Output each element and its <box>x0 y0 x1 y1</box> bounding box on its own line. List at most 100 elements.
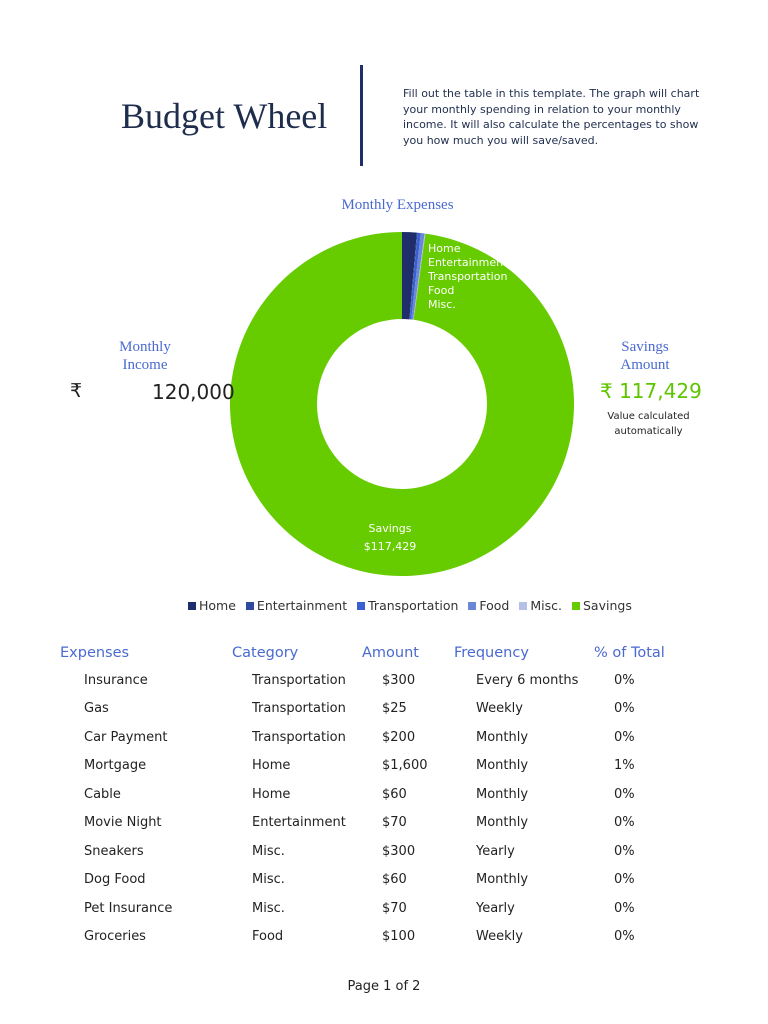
column-header: Category <box>232 645 299 661</box>
legend-swatch <box>519 602 528 610</box>
legend-item: Food <box>468 598 509 613</box>
column-header: Amount <box>362 645 419 661</box>
table-cell[interactable]: Cable <box>84 786 121 802</box>
income-label: Monthly Income <box>119 339 171 373</box>
legend-item: Misc. <box>519 598 562 613</box>
data-label: Food <box>428 284 454 297</box>
table-cell[interactable]: Misc. <box>252 900 285 916</box>
table-cell[interactable]: $100 <box>382 929 416 945</box>
table-cell[interactable]: Weekly <box>476 929 523 945</box>
table-cell[interactable]: $300 <box>382 672 416 688</box>
table-cell[interactable]: Home <box>252 786 291 802</box>
table-cell[interactable]: 0% <box>614 786 635 802</box>
table-cell[interactable]: Pet Insurance <box>84 900 173 916</box>
donut-chart: HomeEntertainmentTransportationFoodMisc.… <box>230 232 575 576</box>
table-cell[interactable]: Mortgage <box>84 758 147 774</box>
table-cell[interactable]: Sneakers <box>84 843 144 859</box>
savings-label: Savings Amount <box>620 339 670 373</box>
table-cell[interactable]: 0% <box>614 701 635 717</box>
legend-item: Entertainment <box>245 598 348 613</box>
table-cell[interactable]: Monthly <box>476 872 529 888</box>
table-cell[interactable]: $70 <box>382 815 407 831</box>
table-cell[interactable]: Transportation <box>252 701 346 717</box>
slice-savings <box>230 232 575 576</box>
slice-transportation <box>409 232 421 320</box>
table-cell[interactable]: Monthly <box>476 758 529 774</box>
legend-label: Home <box>199 598 236 613</box>
table-cell[interactable]: 0% <box>614 900 635 916</box>
table-cell[interactable]: $200 <box>382 729 416 745</box>
table-cell[interactable]: $300 <box>382 843 416 859</box>
currency-symbol: ₹ <box>70 380 83 402</box>
table-cell[interactable]: Groceries <box>84 929 146 945</box>
page-number: Page 1 of 2 <box>347 979 421 994</box>
data-label: Misc. <box>428 298 456 311</box>
legend-label: Entertainment <box>256 598 348 613</box>
table-cell[interactable]: $70 <box>382 900 407 916</box>
table-cell[interactable]: Gas <box>84 701 109 717</box>
table-cell[interactable]: Movie Night <box>84 815 162 831</box>
description: Fill out the table in this template. The… <box>403 87 700 147</box>
slice-misc <box>413 233 426 320</box>
table-cell[interactable]: Yearly <box>476 843 515 859</box>
legend-item: Savings <box>572 598 632 613</box>
table-cell[interactable]: Every 6 months <box>476 672 579 688</box>
table-cell[interactable]: Transportation <box>252 672 346 688</box>
chart-legend: Home Entertainment Transportation Food Misc.… <box>188 598 632 613</box>
legend-label: Misc. <box>530 598 562 613</box>
table-cell[interactable]: Car Payment <box>84 729 168 745</box>
table-row: Pet Insurance Misc. $70 Yearly 0% <box>60 894 674 923</box>
legend-swatch <box>357 602 366 610</box>
table-cell[interactable]: 0% <box>614 729 635 745</box>
table-row: Groceries Food $100 Weekly 0% <box>60 923 674 952</box>
table-row: Car Payment Transportation $200 Monthly 0% <box>60 723 674 752</box>
table-row: Movie Night Entertainment $70 Monthly 0% <box>60 809 674 838</box>
table-cell[interactable]: $25 <box>382 701 407 717</box>
table-row: Gas Transportation $25 Weekly 0% <box>60 695 674 724</box>
legend-swatch <box>572 602 580 610</box>
legend-item: Transportation <box>357 598 458 613</box>
table-cell[interactable]: Home <box>252 758 291 774</box>
table-row: Dog Food Misc. $60 Monthly 0% <box>60 866 674 895</box>
table-cell[interactable]: 0% <box>614 843 635 859</box>
income-value[interactable]: 120,000 <box>152 380 235 404</box>
table-cell[interactable]: 0% <box>614 672 635 688</box>
legend-label: Transportation <box>368 598 459 613</box>
table-cell[interactable]: 0% <box>614 815 635 831</box>
table-cell[interactable]: 0% <box>614 872 635 888</box>
column-header: % of Total <box>594 645 665 661</box>
table-cell[interactable]: Monthly <box>476 815 529 831</box>
table-cell[interactable]: $60 <box>382 786 407 802</box>
table-cell[interactable]: $1,600 <box>382 758 428 774</box>
table-row: Cable Home $60 Monthly 0% <box>60 780 674 809</box>
table-cell[interactable]: Insurance <box>84 672 148 688</box>
savings-note: Value calculated automatically <box>607 411 690 437</box>
table-cell[interactable]: Monthly <box>476 729 529 745</box>
legend-label: Savings <box>583 598 632 613</box>
slice-food <box>411 233 425 320</box>
table-row: Insurance Transportation $300 Every 6 month… <box>60 666 674 695</box>
savings-value: ₹ 117,429 <box>600 379 702 403</box>
table-cell[interactable]: Yearly <box>476 900 515 916</box>
slice-entertainment <box>409 232 418 320</box>
table-cell[interactable]: Misc. <box>252 872 285 888</box>
legend-swatch <box>188 602 196 610</box>
table-cell[interactable]: 1% <box>614 758 635 774</box>
column-header: Frequency <box>454 645 529 661</box>
table-cell[interactable]: Transportation <box>252 729 346 745</box>
column-header: Expenses <box>60 645 130 661</box>
legend-label: Food <box>479 598 510 613</box>
table-cell[interactable]: Weekly <box>476 701 523 717</box>
chart-title: Monthly Expenses <box>341 197 454 213</box>
data-label: Transportation <box>427 270 507 283</box>
table-cell[interactable]: Dog Food <box>84 872 146 888</box>
table-cell[interactable]: Misc. <box>252 843 285 859</box>
table-cell[interactable]: 0% <box>614 929 635 945</box>
table-cell[interactable]: Entertainment <box>252 815 346 831</box>
table-cell[interactable]: Food <box>252 929 284 945</box>
legend-swatch <box>245 602 254 610</box>
data-label: Entertainment <box>428 256 508 269</box>
table-cell[interactable]: $60 <box>382 872 407 888</box>
table-cell[interactable]: Monthly <box>476 786 529 802</box>
expenses-table: Expenses Category Amount Frequency % of Tota… <box>60 640 674 951</box>
